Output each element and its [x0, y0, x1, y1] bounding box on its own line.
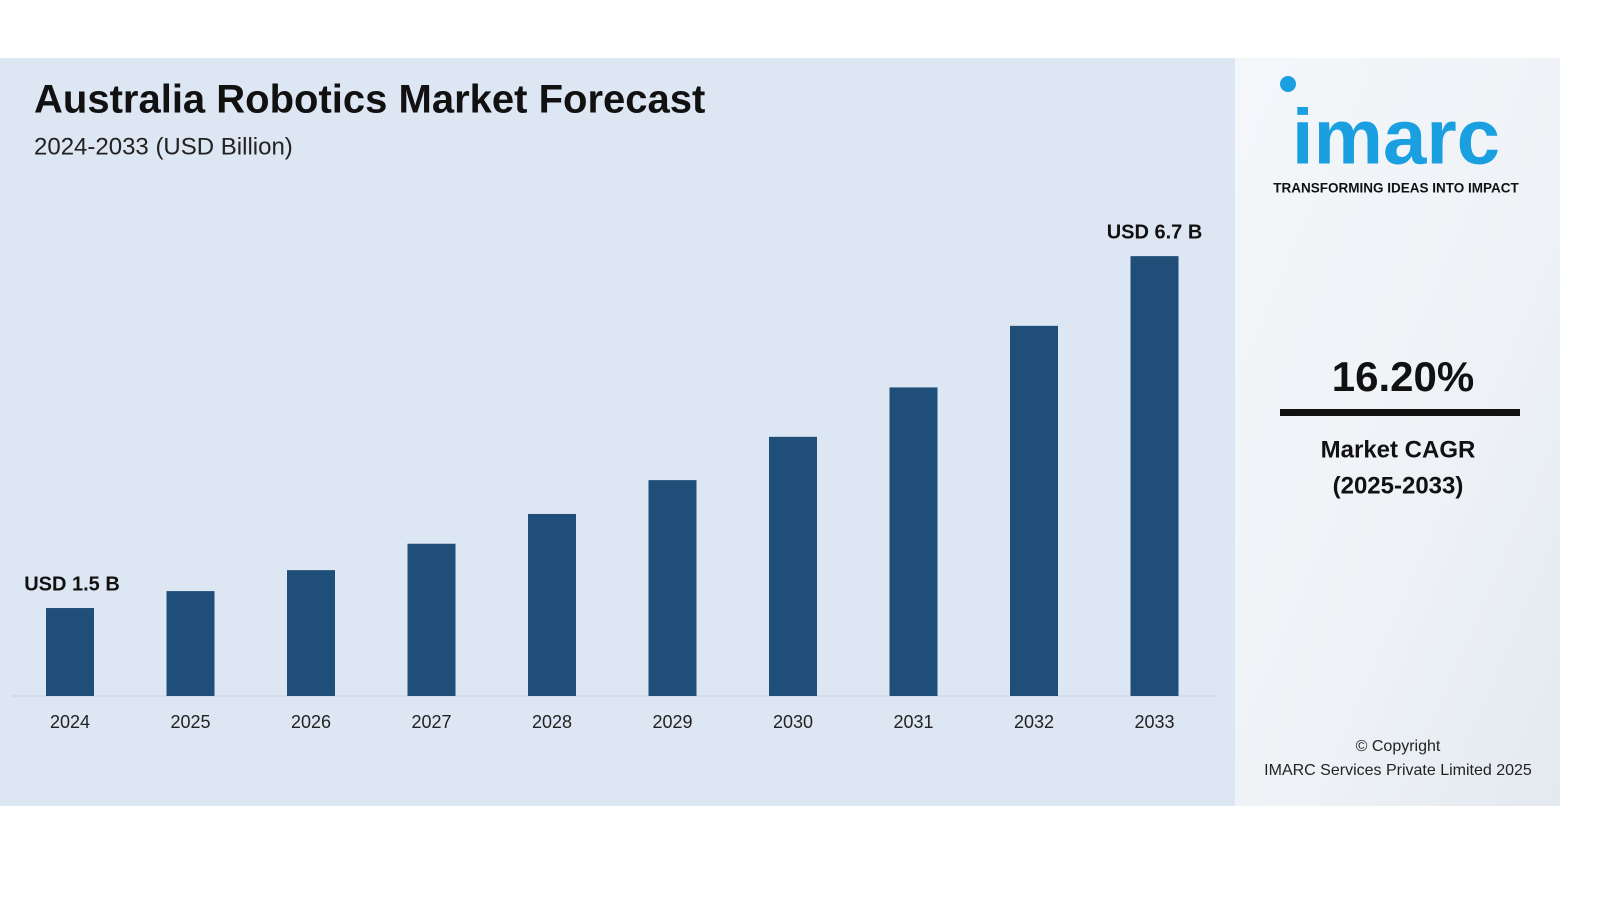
copyright: IMARC Services Private Limited 2025 — [1264, 762, 1532, 779]
cagr-rule — [1280, 409, 1520, 416]
bar — [1130, 256, 1179, 696]
x-tick-label: 2028 — [532, 712, 572, 732]
bar — [407, 543, 456, 696]
data-label: USD 6.7 B — [1107, 221, 1203, 243]
logo-dot — [1280, 76, 1296, 92]
data-label: USD 1.5 B — [24, 573, 120, 595]
cagr-label: (2025-2033) — [1333, 472, 1464, 499]
bar — [528, 513, 576, 696]
bar — [166, 591, 215, 696]
bar — [1010, 325, 1058, 696]
bar — [889, 387, 938, 696]
chart-subtitle: 2024-2033 (USD Billion) — [34, 133, 293, 160]
sidebar-panel — [1235, 58, 1560, 806]
chart-title: Australia Robotics Market Forecast — [34, 78, 705, 122]
x-tick-label: 2033 — [1134, 712, 1174, 732]
x-tick-label: 2030 — [773, 712, 813, 732]
x-tick-label: 2031 — [893, 712, 933, 732]
x-tick-label: 2025 — [170, 712, 210, 732]
bar — [769, 436, 817, 696]
bar — [287, 570, 335, 696]
cagr-label: Market CAGR — [1321, 436, 1476, 463]
logo: imarc — [1292, 93, 1500, 181]
x-tick-label: 2027 — [411, 712, 451, 732]
x-tick-label: 2026 — [291, 712, 331, 732]
x-tick-label: 2029 — [652, 712, 692, 732]
x-tick-label: 2032 — [1014, 712, 1054, 732]
copyright: © Copyright — [1356, 738, 1441, 755]
x-tick-label: 2024 — [50, 712, 90, 732]
cagr-value: 16.20% — [1332, 353, 1474, 400]
bar — [46, 608, 94, 696]
bar — [648, 480, 697, 696]
tagline: TRANSFORMING IDEAS INTO IMPACT — [1273, 181, 1519, 196]
